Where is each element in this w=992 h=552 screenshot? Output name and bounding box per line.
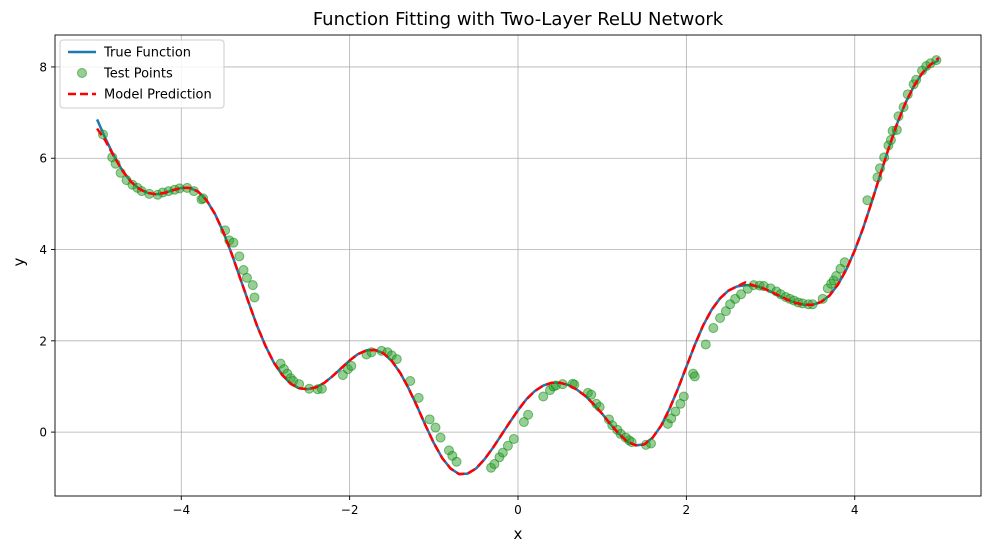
y-tick-label: 0 xyxy=(39,426,47,440)
test-point xyxy=(715,312,726,323)
test-point xyxy=(700,339,711,350)
legend: True Function Test Points Model Prediction xyxy=(59,39,225,109)
test-point xyxy=(234,251,245,262)
test-point xyxy=(435,432,446,443)
test-point xyxy=(708,323,719,334)
test-point xyxy=(831,271,842,281)
chart-title: Function Fitting with Two-Layer ReLU Net… xyxy=(313,9,724,30)
series-line-model-prediction xyxy=(96,56,940,476)
test-point xyxy=(346,360,357,371)
test-point xyxy=(241,272,252,283)
x-tick-label: −4 xyxy=(172,503,190,517)
y-axis-label: y xyxy=(10,257,28,266)
legend-label: True Function xyxy=(103,46,191,61)
test-point xyxy=(736,289,747,300)
legend-label: Test Points xyxy=(103,67,173,82)
test-point xyxy=(678,391,689,402)
legend-label: Model Prediction xyxy=(104,88,212,103)
test-point xyxy=(249,292,260,303)
test-point xyxy=(862,195,873,206)
test-point xyxy=(689,371,700,382)
test-point xyxy=(538,391,549,402)
y-tick-label: 4 xyxy=(39,243,47,257)
test-point xyxy=(508,433,519,444)
test-point xyxy=(586,389,597,400)
test-point xyxy=(451,456,462,467)
test-point xyxy=(489,459,500,470)
test-point xyxy=(424,414,435,425)
test-point xyxy=(316,383,327,394)
y-tick-label: 2 xyxy=(39,334,47,348)
test-point xyxy=(670,406,681,417)
test-point xyxy=(228,237,239,248)
test-point xyxy=(247,280,258,291)
y-tick-label: 8 xyxy=(39,60,47,74)
test-point xyxy=(430,422,441,433)
test-point xyxy=(391,354,402,365)
data-layer xyxy=(95,55,942,476)
x-tick-label: 0 xyxy=(514,503,522,517)
test-point xyxy=(413,392,424,403)
x-tick-label: 2 xyxy=(683,503,691,517)
test-point xyxy=(518,417,529,428)
x-axis-label: x xyxy=(514,525,523,543)
x-tick-label: 4 xyxy=(851,503,859,517)
legend-swatch-test-points xyxy=(77,68,87,78)
test-point xyxy=(502,440,513,451)
plot-area: −4 −2 0 2 4 0 2 4 6 8 True Function Test Points Mode… xyxy=(39,34,982,517)
test-point xyxy=(646,438,657,449)
test-point xyxy=(497,447,508,458)
legend-box xyxy=(59,39,225,109)
test-point xyxy=(523,409,534,420)
y-tick-label: 6 xyxy=(39,152,47,166)
x-tick-label: −2 xyxy=(341,503,359,517)
